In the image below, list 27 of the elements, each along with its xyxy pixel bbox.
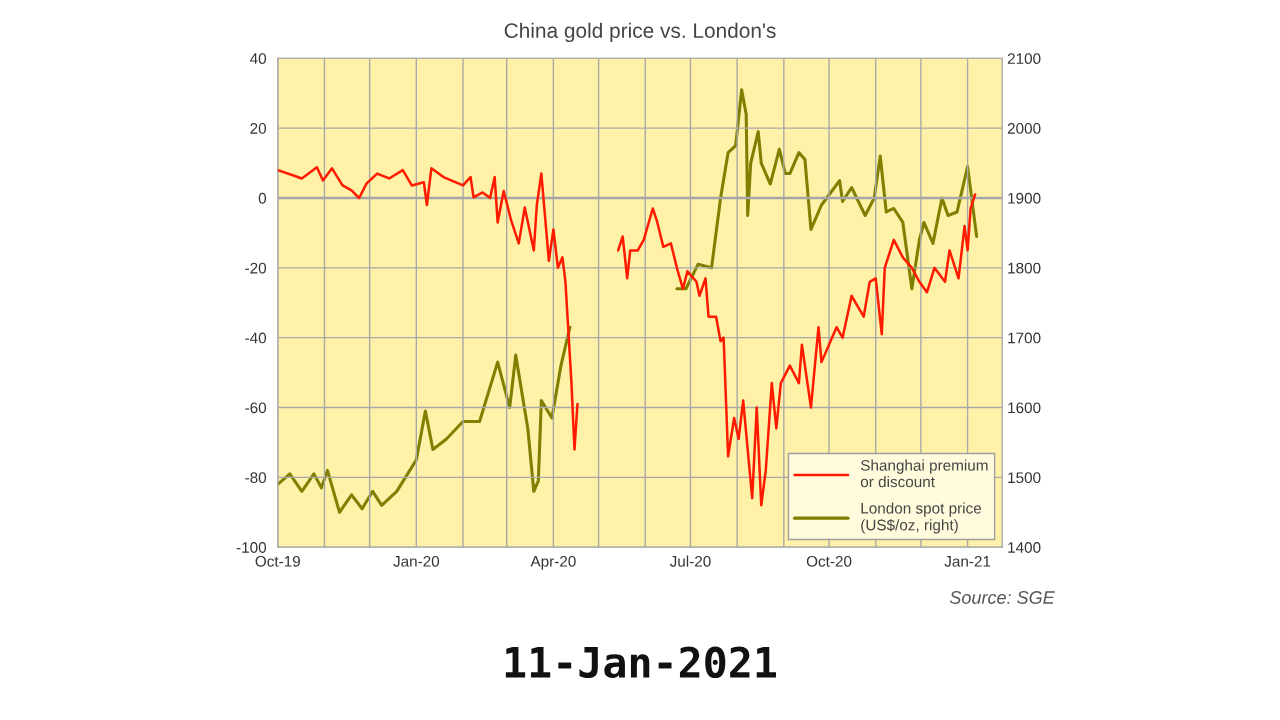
text: 11-Jan-2021 bbox=[505, 646, 776, 679]
y2-tick-label: 2000 bbox=[1007, 123, 1041, 134]
source-note: Source: SGE bbox=[949, 591, 1055, 604]
y2-tick-label: 1600 bbox=[1008, 402, 1041, 414]
y2-tick-label: 1700 bbox=[1008, 332, 1041, 344]
y-tick-label: -20 bbox=[245, 262, 267, 274]
x-tick-label: Apr-20 bbox=[530, 555, 576, 570]
y-tick-label: 20 bbox=[250, 123, 267, 134]
y-tick-label: -40 bbox=[245, 332, 267, 344]
y-tick-label: -100 bbox=[236, 542, 267, 553]
y-tick-label: 40 bbox=[250, 53, 267, 65]
y-tick-label: 0 bbox=[258, 192, 267, 204]
x-tick-label: Jan-21 bbox=[944, 555, 991, 567]
legend-label: London spot price (US$/oz, right) bbox=[861, 502, 982, 534]
y-tick-label: -80 bbox=[245, 472, 267, 484]
x-tick-label: Oct-20 bbox=[806, 555, 852, 567]
x-tick-label: Oct-19 bbox=[255, 555, 300, 567]
y2-tick-label: 2100 bbox=[1007, 53, 1041, 65]
x-tick-label: Jul-20 bbox=[669, 555, 711, 567]
y2-tick-label: 1800 bbox=[1008, 262, 1041, 274]
legend-label: Shanghai premium or discount bbox=[860, 459, 988, 488]
chart-title: China gold price vs. London's bbox=[504, 22, 776, 43]
y-tick-label: -60 bbox=[245, 402, 267, 414]
x-tick-label: Jan-20 bbox=[393, 555, 440, 567]
y2-tick-label: 1500 bbox=[1008, 472, 1041, 484]
y2-tick-label: 1400 bbox=[1008, 542, 1041, 553]
y2-tick-label: 1900 bbox=[1008, 192, 1041, 204]
